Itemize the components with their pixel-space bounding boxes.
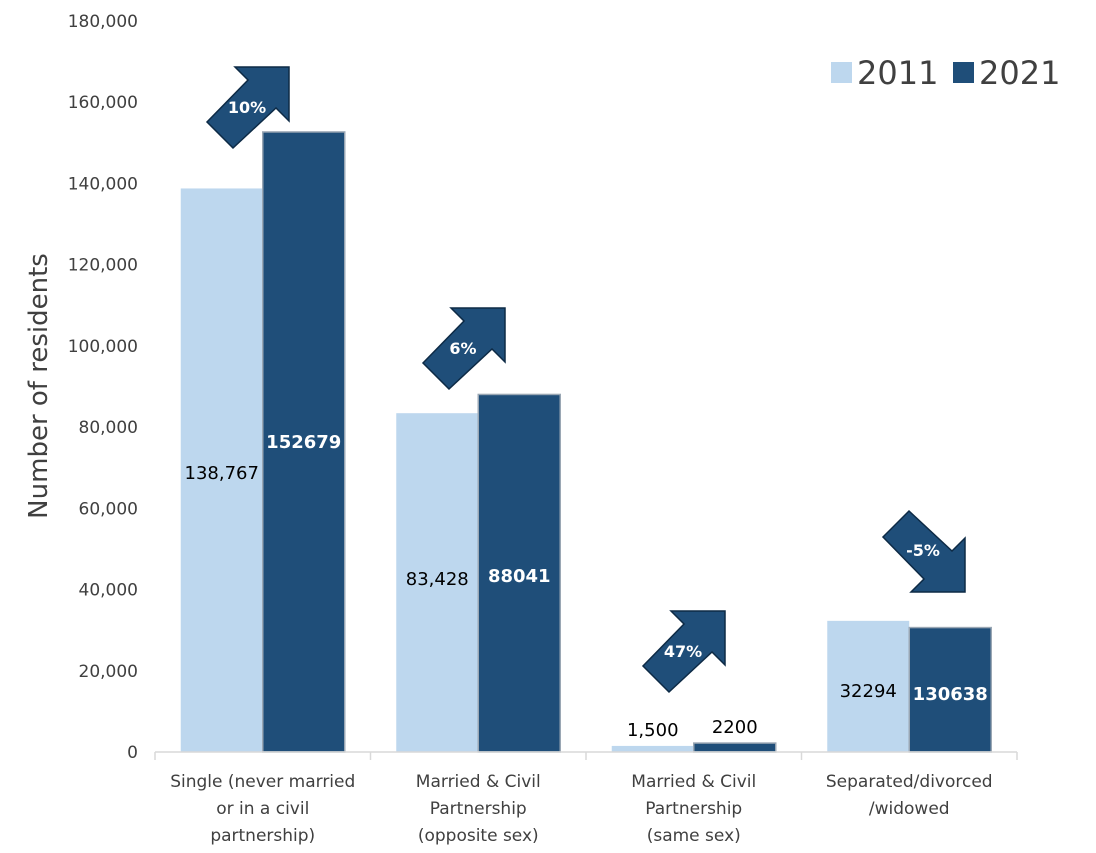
- data-label-2011: 138,767: [185, 463, 259, 484]
- arrow-up-icon: [421, 307, 506, 391]
- change-arrow: -5%: [881, 509, 966, 593]
- legend-label: 2011: [857, 54, 938, 92]
- y-tick-label: 20,000: [79, 662, 138, 682]
- change-arrow: 6%: [421, 307, 506, 391]
- bar-2021: [262, 131, 346, 753]
- bar-2021: [477, 393, 561, 753]
- y-tick-label: 80,000: [79, 418, 138, 438]
- change-arrow: 47%: [641, 610, 726, 694]
- data-label-2021: 88041: [488, 566, 551, 587]
- bar-2011: [827, 620, 910, 752]
- data-label-2011: 32294: [840, 681, 897, 702]
- data-label-2021: 152679: [266, 432, 341, 453]
- category-label: Partnership: [645, 799, 742, 819]
- y-tick-label: 60,000: [79, 499, 138, 519]
- arrow-up-icon: [205, 66, 290, 150]
- data-label-2021: 2200: [712, 717, 758, 738]
- arrow-down-icon: [881, 509, 966, 593]
- legend-item-2021: 2021: [953, 54, 1060, 92]
- arrow-up-icon: [641, 610, 726, 694]
- category-label: Married & Civil: [416, 772, 541, 792]
- category-label: partnership): [210, 826, 315, 846]
- category-label: Married & Civil: [631, 772, 756, 792]
- y-tick-label: 160,000: [68, 93, 138, 113]
- y-axis-title: Number of residents: [24, 253, 54, 519]
- legend-item-2011: 2011: [831, 54, 938, 92]
- legend-swatch: [831, 62, 852, 83]
- data-label-2011: 83,428: [406, 569, 469, 590]
- category-label: Single (never married: [170, 772, 355, 792]
- y-tick-label: 0: [127, 743, 138, 763]
- category-label: /widowed: [869, 799, 950, 819]
- category-label: or in a civil: [216, 799, 309, 819]
- legend-swatch: [953, 62, 974, 83]
- change-label: 47%: [664, 642, 702, 661]
- y-tick-label: 140,000: [68, 174, 138, 194]
- data-label-2021: 130638: [913, 684, 988, 705]
- bar-2011: [396, 413, 479, 752]
- category-label: Partnership: [430, 799, 527, 819]
- y-tick-label: 100,000: [68, 337, 138, 357]
- category-label: Separated/divorced: [826, 772, 993, 792]
- y-tick-label: 120,000: [68, 256, 138, 276]
- y-tick-label: 40,000: [79, 581, 138, 601]
- category-label: (same sex): [647, 826, 741, 846]
- change-label: -5%: [906, 541, 940, 560]
- change-label: 6%: [449, 339, 476, 358]
- y-tick-label: 180,000: [68, 12, 138, 32]
- bar-2021: [693, 742, 777, 753]
- legend-label: 2021: [979, 54, 1060, 92]
- data-label-2011: 1,500: [627, 720, 679, 741]
- bar-2011: [180, 188, 263, 753]
- change-arrow: 10%: [205, 66, 290, 150]
- bar-2011: [611, 745, 694, 752]
- category-label: (opposite sex): [418, 826, 539, 846]
- change-label: 10%: [228, 98, 266, 117]
